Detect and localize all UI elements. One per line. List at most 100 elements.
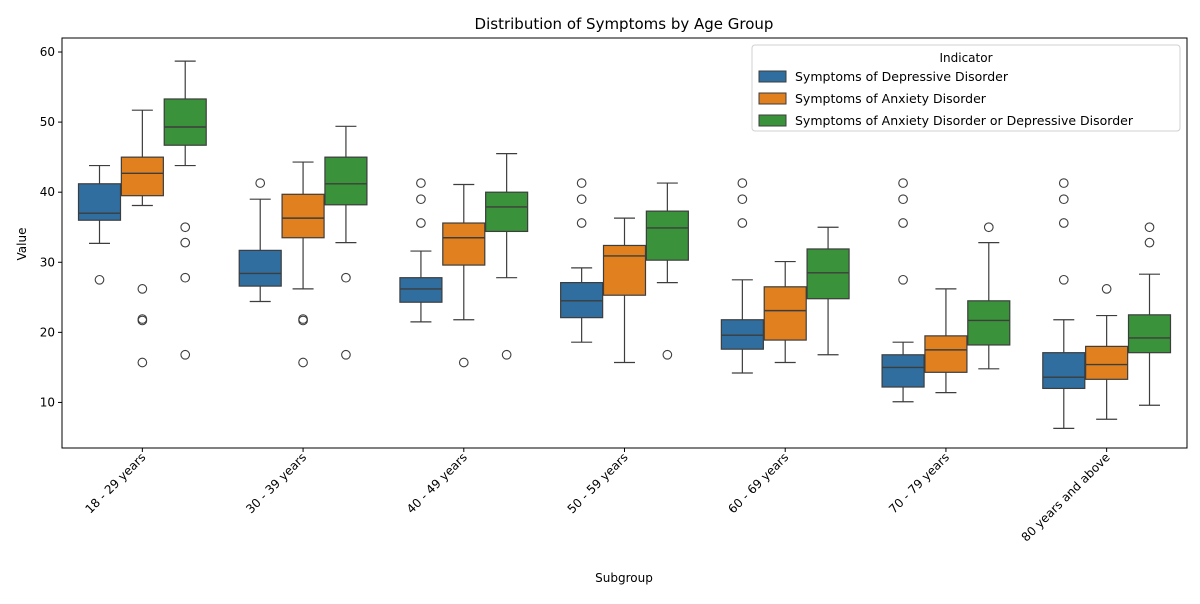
- x-axis-label: Subgroup: [595, 571, 653, 585]
- outlier-point: [662, 349, 673, 360]
- outlier-point: [501, 349, 512, 360]
- outlier-point: [341, 272, 351, 283]
- outlier-point: [983, 222, 994, 233]
- box: [324, 156, 368, 206]
- y-tick-label: 30: [40, 255, 55, 269]
- y-tick-label: 40: [40, 185, 55, 199]
- box: [120, 156, 164, 197]
- box: [967, 300, 1011, 346]
- outlier-point: [416, 194, 426, 205]
- box: [163, 98, 207, 146]
- y-tick-label: 50: [40, 115, 55, 129]
- box: [560, 281, 604, 319]
- x-tick-label: 80 years and above: [1019, 450, 1113, 544]
- outlier-point: [898, 194, 908, 205]
- legend-entry-label: Symptoms of Depressive Disorder: [795, 69, 1009, 84]
- outlier-point: [576, 194, 587, 205]
- box-group: [720, 178, 764, 374]
- box-group: [163, 60, 207, 360]
- box-group: [1085, 284, 1129, 420]
- box-group: [399, 178, 443, 323]
- box-group: [120, 109, 164, 368]
- outlier-point: [180, 222, 191, 233]
- legend-box: [751, 44, 1181, 132]
- plot-area: [77, 60, 1172, 429]
- legend-swatch: [758, 92, 787, 105]
- box: [720, 319, 764, 350]
- outlier-point: [298, 314, 308, 324]
- outlier-point: [137, 357, 148, 368]
- box-group: [1127, 222, 1172, 406]
- outlier-point: [1144, 222, 1155, 233]
- outlier-point: [137, 284, 148, 294]
- legend-entry-label: Symptoms of Anxiety Disorder or Depressi…: [795, 113, 1134, 128]
- x-tick-label: 40 - 49 years: [404, 450, 470, 516]
- outlier-point: [1058, 178, 1069, 188]
- outlier-point: [416, 218, 426, 228]
- box-group: [881, 178, 925, 403]
- outlier-point: [737, 178, 748, 188]
- box-group: [763, 260, 807, 364]
- outlier-point: [898, 218, 908, 228]
- box: [442, 222, 486, 266]
- box-group: [645, 182, 689, 360]
- box-group: [485, 153, 529, 360]
- box-group: [324, 125, 368, 360]
- box: [602, 244, 647, 296]
- outlier-point: [180, 237, 191, 248]
- y-tick-label: 20: [40, 325, 55, 339]
- box: [1085, 345, 1129, 380]
- chart-title: Distribution of Symptoms by Age Group: [475, 15, 774, 33]
- box-group: [238, 178, 282, 303]
- box: [485, 191, 529, 233]
- box: [77, 183, 122, 221]
- outlier-point: [1101, 284, 1112, 294]
- y-tick-label: 10: [40, 395, 55, 409]
- box: [924, 335, 968, 373]
- outlier-point: [576, 218, 587, 228]
- box-group: [560, 178, 604, 343]
- outlier-point: [898, 274, 908, 285]
- x-tick-label: 50 - 59 years: [565, 450, 631, 516]
- x-tick-label: 60 - 69 years: [725, 450, 791, 516]
- box: [806, 248, 850, 300]
- outlier-point: [1144, 237, 1155, 248]
- box-group: [77, 164, 122, 285]
- y-tick-label: 60: [40, 45, 55, 59]
- outlier-point: [1058, 274, 1069, 285]
- outlier-point: [137, 314, 148, 324]
- outlier-point: [180, 272, 191, 283]
- box: [281, 193, 325, 239]
- box-group: [281, 161, 325, 368]
- outlier-point: [255, 178, 266, 188]
- outlier-point: [576, 178, 587, 188]
- outlier-point: [1058, 194, 1069, 205]
- outlier-point: [737, 218, 748, 228]
- legend-swatch: [758, 70, 787, 83]
- box: [399, 277, 443, 303]
- outlier-point: [298, 357, 308, 368]
- legend-title: Indicator: [939, 51, 992, 65]
- box: [1042, 352, 1086, 390]
- box: [238, 249, 282, 287]
- x-tick-label: 18 - 29 years: [82, 450, 148, 516]
- legend-entry-label: Symptoms of Anxiety Disorder: [795, 91, 987, 106]
- box: [645, 210, 689, 261]
- outlier-point: [94, 274, 105, 285]
- legend: Indicator Symptoms of Depressive Disorder…: [751, 44, 1181, 132]
- box: [763, 286, 807, 341]
- outlier-point: [737, 194, 748, 205]
- box-group: [967, 222, 1011, 370]
- outlier-point: [416, 178, 426, 188]
- outlier-point: [458, 357, 469, 368]
- box-group: [924, 288, 968, 394]
- box-group: [1042, 178, 1086, 429]
- outlier-point: [1058, 218, 1069, 228]
- x-tick-label: 70 - 79 years: [886, 450, 952, 516]
- box: [881, 354, 925, 388]
- legend-swatch: [758, 114, 787, 127]
- box: [1127, 314, 1172, 354]
- outlier-point: [180, 349, 191, 360]
